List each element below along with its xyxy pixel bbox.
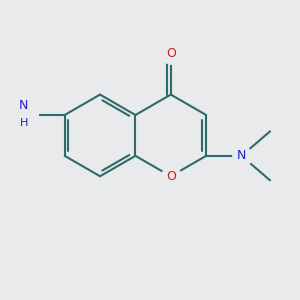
- Text: N: N: [237, 149, 246, 162]
- Text: O: O: [166, 47, 176, 60]
- Text: N: N: [19, 99, 28, 112]
- Text: O: O: [166, 170, 176, 183]
- Text: H: H: [20, 118, 28, 128]
